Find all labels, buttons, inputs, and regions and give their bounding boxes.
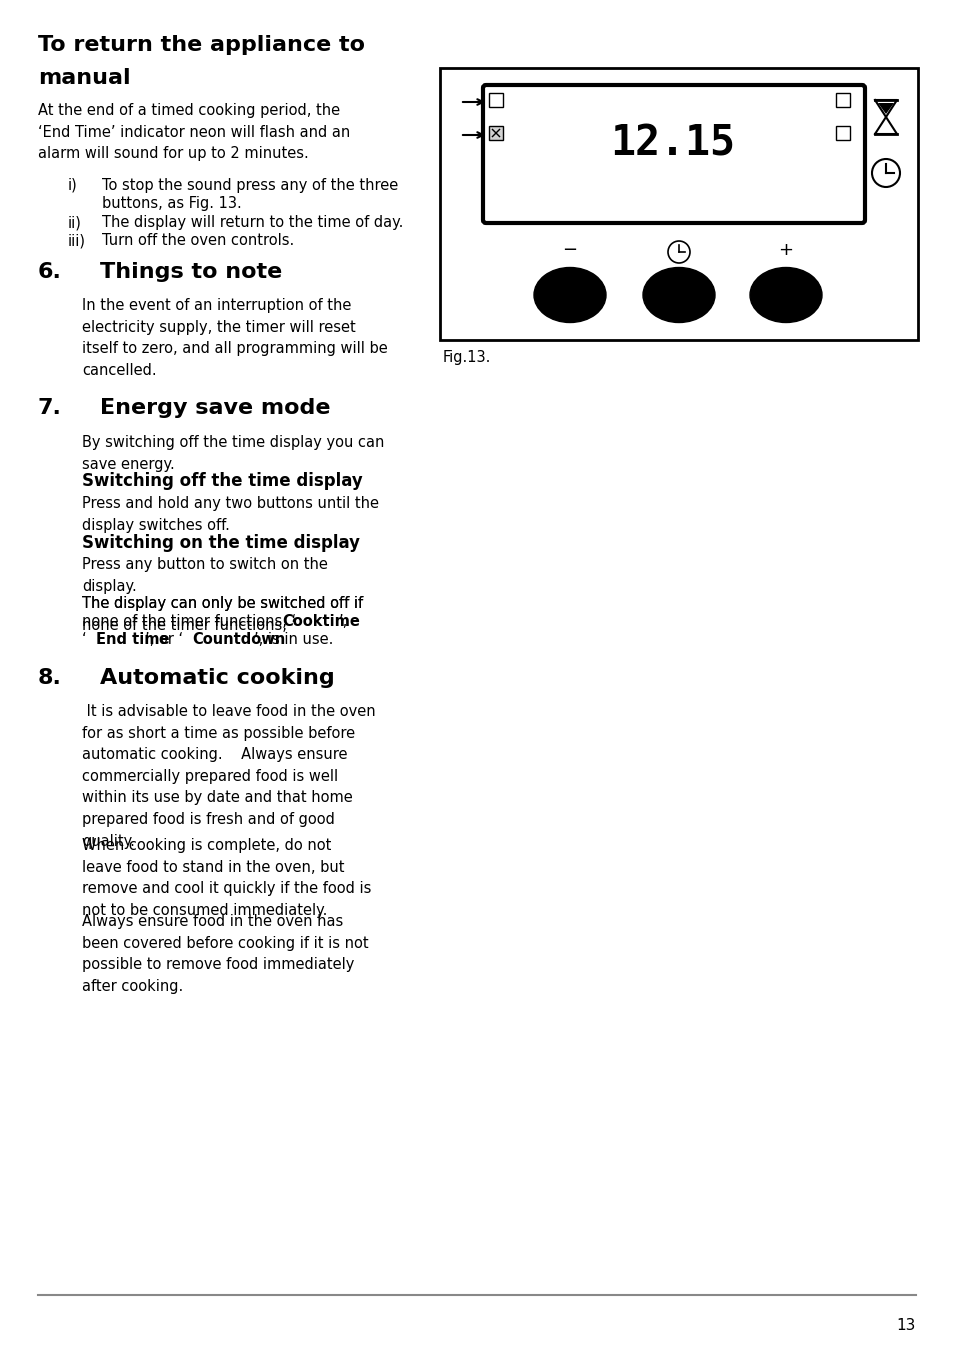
Text: iii): iii) xyxy=(68,233,86,247)
Text: It is advisable to leave food in the oven
for as short a time as possible before: It is advisable to leave food in the ove… xyxy=(82,704,375,849)
Text: +: + xyxy=(778,241,793,260)
Circle shape xyxy=(871,160,899,187)
Text: Always ensure food in the oven has
been covered before cooking if it is not
poss: Always ensure food in the oven has been … xyxy=(82,914,368,994)
Text: i): i) xyxy=(68,178,77,193)
Text: ‘: ‘ xyxy=(82,631,87,648)
Text: By switching off the time display you can
save energy.: By switching off the time display you ca… xyxy=(82,435,384,472)
Text: Switching on the time display: Switching on the time display xyxy=(82,534,359,552)
Bar xyxy=(489,93,502,107)
Text: Energy save mode: Energy save mode xyxy=(100,397,330,418)
Text: Cooktime: Cooktime xyxy=(282,614,359,629)
Text: Turn off the oven controls.: Turn off the oven controls. xyxy=(102,233,294,247)
Circle shape xyxy=(667,241,689,264)
FancyBboxPatch shape xyxy=(482,85,864,223)
Text: In the event of an interruption of the
electricity supply, the timer will reset
: In the event of an interruption of the e… xyxy=(82,297,387,377)
Text: −: − xyxy=(562,241,577,260)
Text: Countdown: Countdown xyxy=(192,631,285,648)
Text: Switching off the time display: Switching off the time display xyxy=(82,472,362,489)
Text: 7.: 7. xyxy=(38,397,62,418)
Text: manual: manual xyxy=(38,68,131,88)
Text: none of the timer functions, ‘: none of the timer functions, ‘ xyxy=(82,614,295,629)
Bar xyxy=(835,126,849,141)
Text: To return the appliance to: To return the appliance to xyxy=(38,35,365,55)
Text: The display will return to the time of day.: The display will return to the time of d… xyxy=(102,215,403,230)
Text: When cooking is complete, do not
leave food to stand in the oven, but
remove and: When cooking is complete, do not leave f… xyxy=(82,838,371,918)
Text: 6.: 6. xyxy=(38,262,62,283)
Text: buttons, as Fig. 13.: buttons, as Fig. 13. xyxy=(102,196,241,211)
Bar xyxy=(439,68,917,339)
Bar xyxy=(835,93,849,107)
Text: End time: End time xyxy=(96,631,170,648)
Text: At the end of a timed cooking period, the
‘End Time’ indicator neon will flash a: At the end of a timed cooking period, th… xyxy=(38,103,350,161)
Ellipse shape xyxy=(642,268,714,323)
Bar xyxy=(489,126,502,141)
Text: ii): ii) xyxy=(68,215,82,230)
Ellipse shape xyxy=(749,268,821,323)
Text: The display can only be switched off if
none of the timer functions, ‘: The display can only be switched off if … xyxy=(82,596,363,633)
Ellipse shape xyxy=(534,268,605,323)
Text: Press any button to switch on the
display.: Press any button to switch on the displa… xyxy=(82,557,328,594)
Text: To stop the sound press any of the three: To stop the sound press any of the three xyxy=(102,178,397,193)
Text: Things to note: Things to note xyxy=(100,262,282,283)
Text: Automatic cooking: Automatic cooking xyxy=(100,668,335,688)
Text: 13: 13 xyxy=(896,1318,915,1333)
Polygon shape xyxy=(877,103,893,114)
Text: ’,: ’, xyxy=(338,614,348,629)
Text: ’, or ‘: ’, or ‘ xyxy=(145,631,183,648)
Text: ’, is in use.: ’, is in use. xyxy=(253,631,333,648)
Text: Press and hold any two buttons until the
display switches off.: Press and hold any two buttons until the… xyxy=(82,496,378,533)
Text: Fig.13.: Fig.13. xyxy=(442,350,491,365)
Text: 12.15: 12.15 xyxy=(610,122,735,164)
Text: The display can only be switched off if: The display can only be switched off if xyxy=(82,596,363,611)
Text: 8.: 8. xyxy=(38,668,62,688)
